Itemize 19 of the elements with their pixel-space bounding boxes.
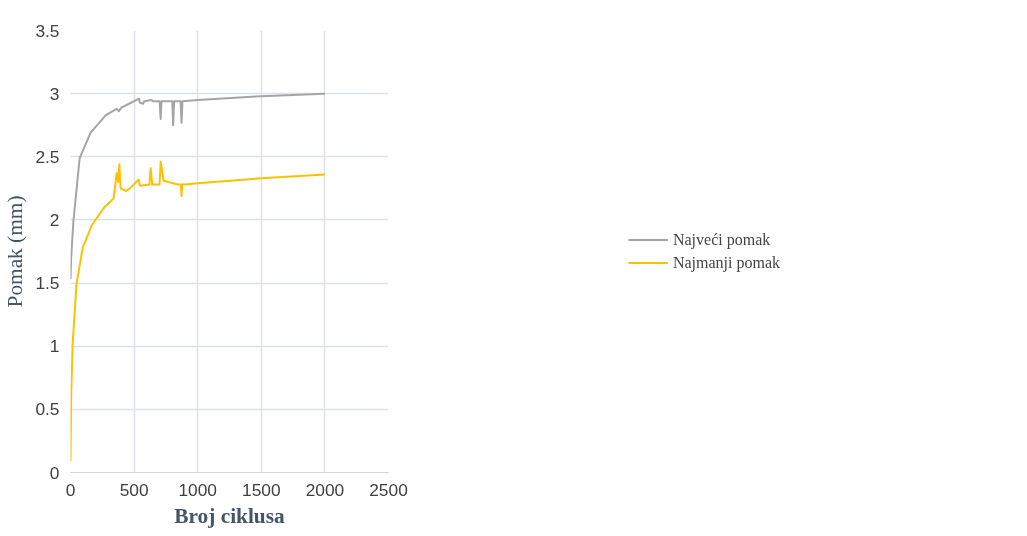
y-tick-label: 1.5 <box>35 273 60 294</box>
y-tick-label: 0 <box>49 462 60 483</box>
y-tick-label: 1 <box>49 336 60 357</box>
y-tick-label: 0.5 <box>35 399 60 420</box>
x-axis-title: Broj ciklusa <box>174 503 286 528</box>
x-tick-label: 2500 <box>369 479 408 500</box>
legend-label: Najmanji pomak <box>672 253 781 272</box>
line-series <box>70 92 326 281</box>
legend-label: Najveći pomak <box>672 230 771 249</box>
y-axis-title: Pomak (mm) <box>3 195 28 308</box>
y-tick-label: 2 <box>49 209 60 230</box>
y-tick-label: 3.5 <box>35 20 60 41</box>
x-tick-label: 500 <box>119 479 149 500</box>
x-tick-label: 1500 <box>242 479 281 500</box>
x-tick-label: 0 <box>65 479 76 500</box>
y-tick-label: 3 <box>49 83 60 104</box>
x-tick-label: 2000 <box>305 479 345 500</box>
y-tick-label: 2.5 <box>35 146 60 167</box>
x-tick-label: 1000 <box>178 479 217 500</box>
